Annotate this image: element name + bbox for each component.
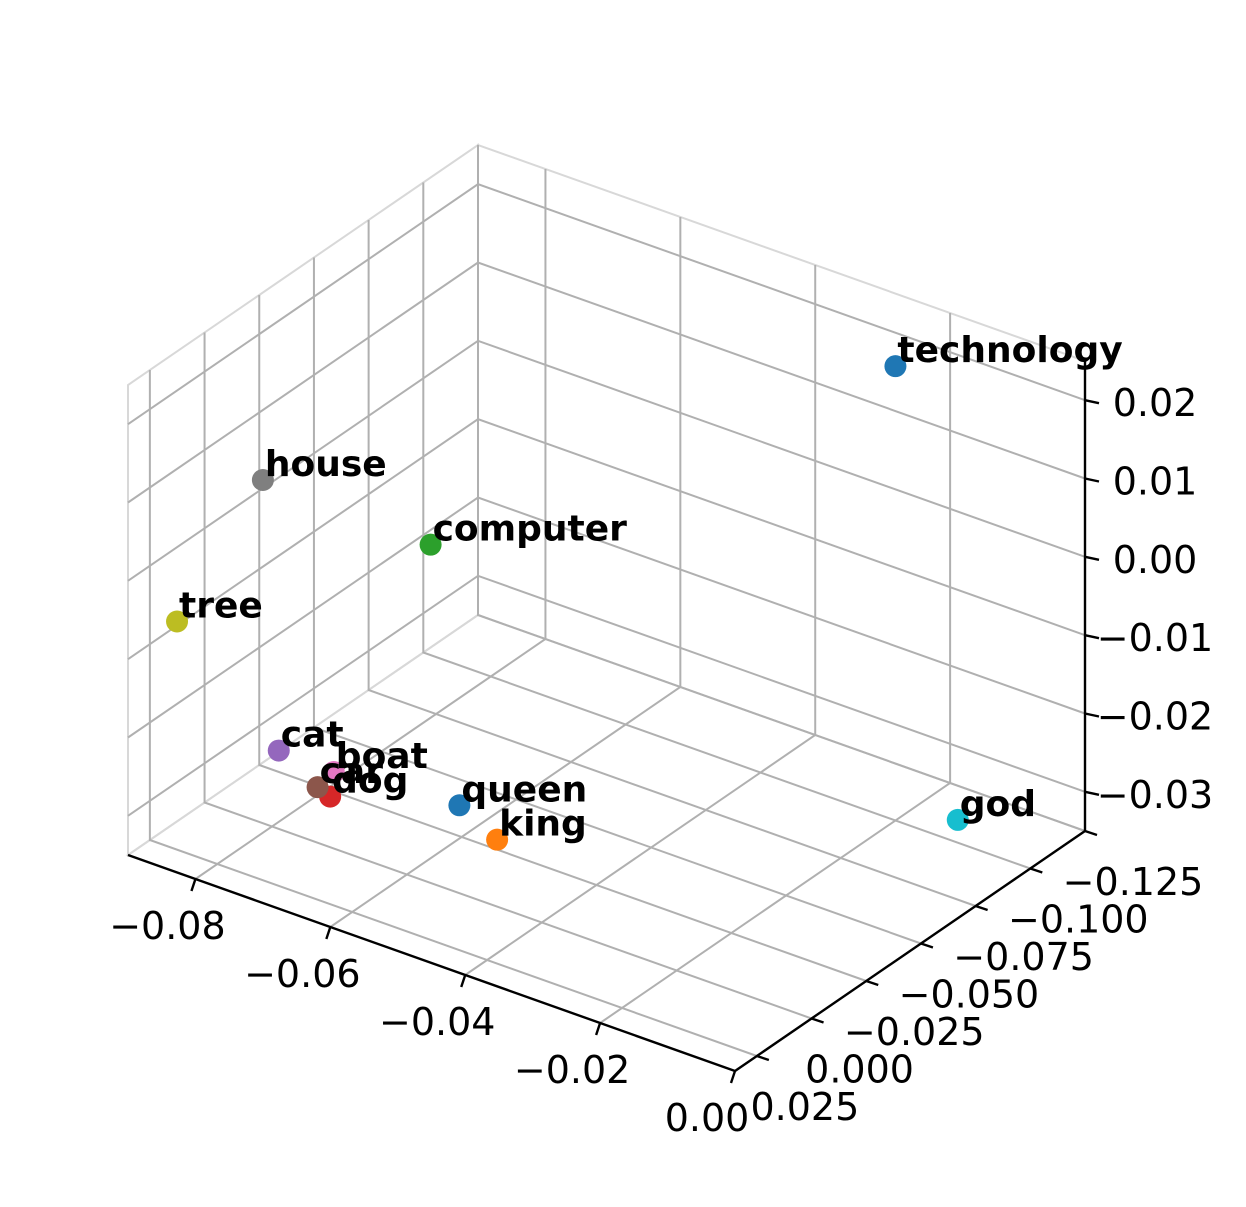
grid-line-z: [127, 261, 1086, 504]
grid-line-z: [127, 339, 1086, 582]
x-tick-label: −0.06: [244, 952, 360, 996]
y-tick: [865, 979, 879, 987]
y-tick-label: −0.100: [1008, 898, 1149, 942]
x-tick-label: −0.02: [514, 1048, 630, 1092]
grid-line-z: [127, 496, 1086, 739]
grid-line-x: [599, 313, 952, 1024]
grid-line-y: [367, 220, 976, 907]
y-tick: [975, 904, 989, 912]
point-label-tree: tree: [179, 586, 263, 627]
grid-line-y: [312, 257, 922, 945]
z-tick: [1084, 712, 1100, 718]
y-tick-label: −0.050: [899, 973, 1040, 1017]
point-label-dog: dog: [332, 761, 408, 802]
y-tick: [920, 942, 934, 949]
point-house: [251, 469, 274, 491]
x-tick-label: 0.00: [665, 1096, 750, 1140]
y-tick-label: 0.000: [805, 1048, 914, 1092]
grid-line-y: [258, 295, 867, 982]
point-tree: [166, 610, 189, 633]
z-tick-label: −0.03: [1097, 773, 1213, 817]
y-tick: [811, 1017, 824, 1024]
x-tick: [460, 974, 467, 988]
grid-line-z: [127, 183, 1086, 425]
point-label-god: god: [960, 784, 1036, 825]
point-queen: [448, 794, 471, 817]
point-label-queen: queen: [461, 769, 587, 810]
x-tick: [190, 878, 197, 892]
axes: [127, 361, 1100, 1084]
y-tick-label: −0.075: [953, 935, 1094, 979]
y-tick: [1029, 867, 1043, 874]
grid-lines: [127, 145, 1086, 1072]
x-axis-line: [127, 853, 736, 1073]
x-tick: [594, 1022, 602, 1036]
point-god: [946, 808, 969, 831]
grid-line-y: [422, 182, 1031, 870]
point-label-house: house: [265, 444, 387, 485]
z-tick: [1084, 790, 1100, 797]
x-tick-label: −0.04: [379, 1000, 495, 1044]
y-tick-label: −0.025: [844, 1010, 985, 1054]
z-tick: [1084, 398, 1100, 405]
y-tick: [1084, 829, 1098, 837]
point-car: [306, 776, 329, 799]
data-points: [166, 355, 969, 851]
z-tick-label: 0.02: [1113, 381, 1198, 425]
point-label-computer: computer: [433, 509, 628, 550]
point-computer: [419, 533, 442, 556]
z-tick-label: 0.01: [1113, 460, 1198, 504]
x-tick: [729, 1070, 737, 1084]
x-tick-label: −0.08: [109, 904, 225, 948]
y-tick-label: 0.025: [750, 1085, 859, 1129]
tick-labels: −0.08−0.06−0.04−0.020.00−0.125−0.100−0.0…: [109, 381, 1213, 1140]
point-label-king: king: [499, 804, 587, 845]
z-tick-label: −0.01: [1097, 616, 1213, 660]
pane-background: [125, 143, 1088, 1073]
z-tick: [1084, 633, 1100, 640]
grid-line-y: [477, 145, 1086, 832]
point-cat: [267, 739, 290, 762]
grid-line-y: [203, 332, 812, 1020]
y-tick-label: −0.125: [1063, 860, 1204, 904]
point-label-cat: cat: [281, 715, 344, 756]
y-tick: [756, 1054, 770, 1062]
point-label-car: car: [320, 751, 384, 792]
y-axis-line: [734, 830, 1086, 1072]
grid-line-y: [148, 370, 758, 1057]
grid-line-x: [464, 265, 817, 976]
z-tick-label: −0.02: [1097, 695, 1213, 739]
z-tick: [1084, 555, 1100, 562]
point-boat: [322, 761, 345, 783]
grid-line-z: [127, 574, 1086, 817]
z-tick: [1084, 477, 1100, 483]
point-king: [486, 828, 509, 851]
point-label-boat: boat: [336, 736, 428, 777]
x-tick: [325, 926, 332, 940]
grid-line-z: [127, 418, 1086, 660]
point-label-technology: technology: [897, 330, 1122, 371]
pane-back: [477, 143, 1086, 833]
point-technology: [884, 355, 907, 378]
z-tick-label: 0.00: [1113, 538, 1198, 582]
